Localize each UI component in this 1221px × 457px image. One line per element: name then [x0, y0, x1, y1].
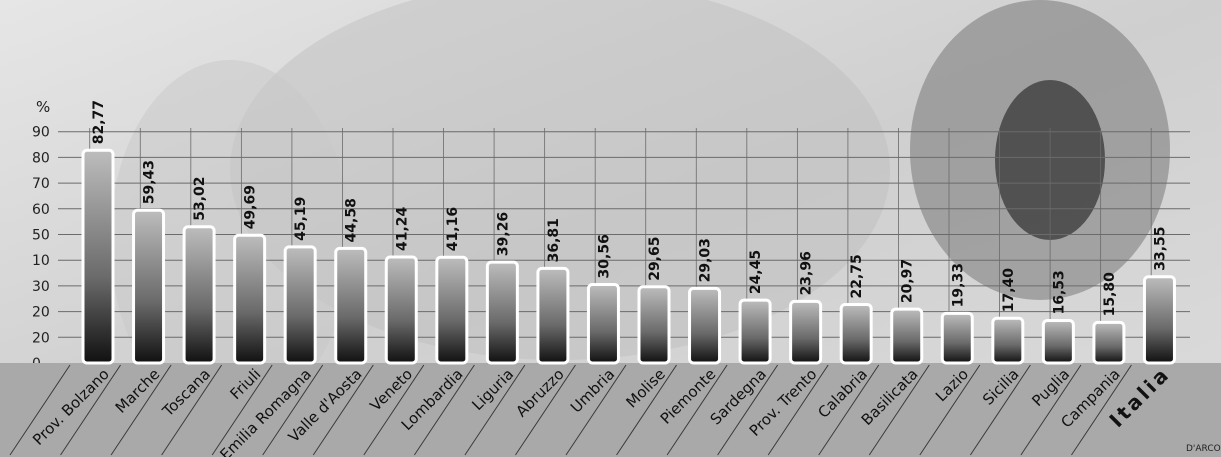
y-tick-label: 80 [32, 150, 50, 166]
category-divider [60, 364, 121, 456]
category-band-rect [0, 363, 1221, 457]
bar-prov-trento [789, 299, 823, 365]
value-label: 22,75 [849, 254, 865, 298]
value-label: 20,97 [900, 259, 916, 303]
value-label: 17,40 [1001, 268, 1017, 313]
category-divider [767, 364, 829, 456]
value-label: 41,24 [394, 206, 410, 251]
value-label: 49,69 [243, 185, 259, 229]
bar-italia [1142, 275, 1176, 365]
y-tick-label: 50 [32, 228, 50, 244]
category-divider [110, 364, 172, 456]
category-divider [9, 364, 71, 456]
bar-emilia-romagna [283, 245, 317, 365]
value-label: 53,02 [192, 176, 208, 220]
y-tick-label: 20 [32, 305, 50, 321]
value-label: 15,80 [1102, 272, 1118, 317]
bar-molise [637, 285, 671, 365]
value-label: 24,45 [748, 250, 764, 294]
bar-basilicata [890, 307, 924, 365]
bar-veneto [384, 255, 418, 365]
y-tick-label: 20 [32, 330, 50, 346]
bar-abruzzo [536, 266, 570, 365]
category-divider [1020, 364, 1082, 456]
bar-liguria [485, 260, 519, 365]
category-divider [616, 364, 677, 456]
category-divider [262, 364, 324, 456]
category-divider [312, 364, 374, 456]
bar-marche [132, 208, 166, 365]
y-tick-label: 30 [32, 279, 50, 295]
value-label: 16,53 [1051, 270, 1067, 314]
category-divider [919, 364, 981, 456]
credit-label: D'ARCO [1186, 444, 1221, 454]
category-divider [1071, 364, 1132, 456]
value-label: 41,16 [445, 207, 461, 251]
bar-valle-d-aosta [334, 246, 368, 365]
category-divider [363, 364, 425, 456]
bars [81, 148, 1176, 365]
value-label: 23,96 [799, 251, 815, 295]
bar-umbria [586, 282, 620, 365]
category-divider [818, 364, 880, 456]
category-divider [515, 364, 576, 456]
value-label: 30,56 [596, 234, 612, 278]
bar-sicilia [991, 316, 1025, 365]
bar-lazio [940, 311, 974, 365]
category-divider [666, 364, 728, 456]
category-divider [868, 364, 930, 456]
y-tick-label: 10 [32, 253, 50, 269]
bar-toscana [182, 225, 216, 365]
category-divider [413, 364, 475, 456]
bar-prov-bolzano [81, 148, 115, 365]
value-label: 29,65 [647, 237, 663, 281]
value-label: 44,58 [344, 198, 360, 242]
category-divider [464, 364, 526, 456]
category-divider [161, 364, 223, 456]
bar-piemonte [688, 286, 722, 365]
value-label: 33,55 [1152, 226, 1168, 270]
bar-campania [1092, 320, 1126, 365]
category-divider [969, 364, 1031, 456]
category-band [0, 363, 1221, 457]
y-axis: 0202030105060708090% [32, 98, 50, 372]
y-tick-label: 60 [32, 202, 50, 218]
category-divider [717, 364, 779, 456]
bar-friuli [233, 233, 267, 365]
bar-puglia [1041, 319, 1075, 365]
bar-sardegna [738, 298, 772, 365]
bar-lombardia [435, 255, 469, 365]
y-unit-label: % [36, 98, 50, 116]
bar-calabria [839, 303, 873, 365]
value-label: 19,33 [950, 263, 966, 307]
category-divider [211, 364, 273, 456]
y-tick-label: 70 [32, 176, 50, 192]
y-tick-label: 90 [32, 125, 50, 141]
value-label: 29,03 [698, 238, 714, 282]
value-label: 45,19 [293, 197, 309, 241]
category-divider [565, 364, 627, 456]
value-label: 82,77 [91, 100, 107, 144]
value-label: 59,43 [142, 160, 158, 204]
value-label: 36,81 [546, 218, 562, 262]
value-label: 39,26 [495, 212, 511, 256]
